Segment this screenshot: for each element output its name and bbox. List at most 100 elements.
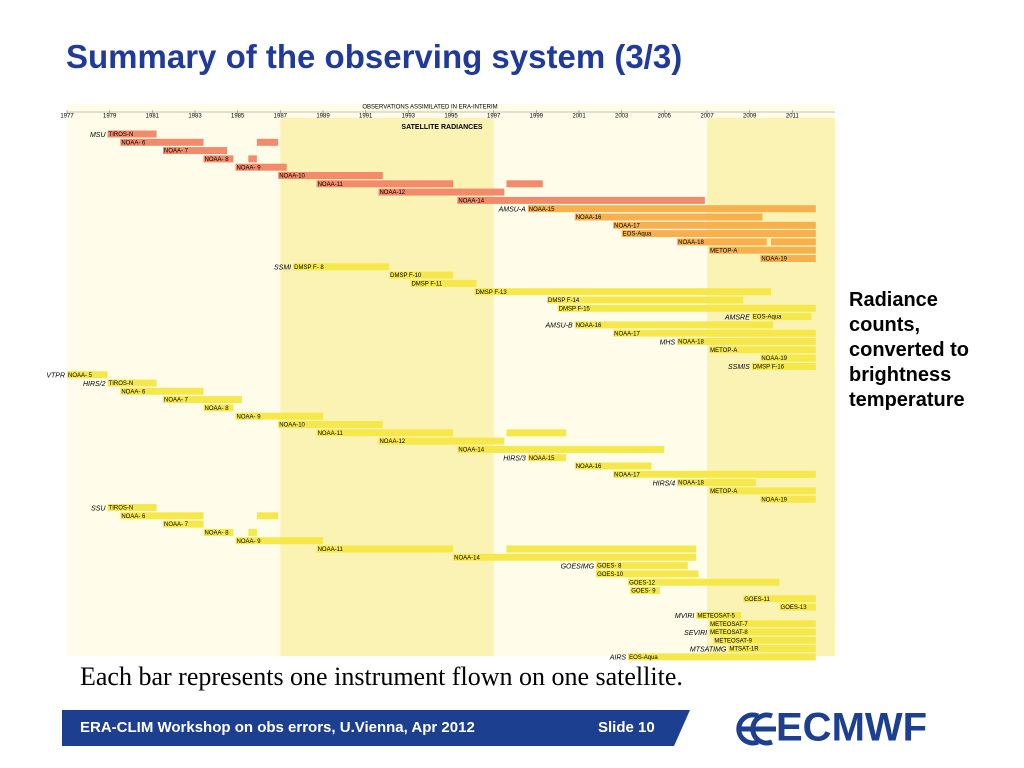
satellite-label: NOAA- 6 <box>121 140 146 146</box>
satellite-label: DMSP F-15 <box>559 306 591 312</box>
satellite-label: NOAA-18 <box>678 340 704 346</box>
x-tick-label: 1999 <box>530 114 544 120</box>
chart-subtitle: SATELLITE RADIANCES <box>401 124 482 131</box>
bar <box>547 296 744 304</box>
satellite-label: NOAA-19 <box>761 497 787 503</box>
x-tick-label: 1977 <box>60 114 74 120</box>
x-tick-label: 1979 <box>103 114 117 120</box>
bar <box>316 180 454 188</box>
instrument-label: MVIRI <box>675 613 695 620</box>
bar <box>709 620 816 628</box>
bar <box>120 138 204 146</box>
bar <box>107 379 157 387</box>
satellite-label: DMSP F-13 <box>475 290 507 296</box>
shaded-period <box>280 118 494 656</box>
bar <box>316 545 454 553</box>
bar <box>709 246 816 254</box>
bar <box>235 537 323 545</box>
x-tick-label: 1989 <box>316 114 330 120</box>
bar <box>709 346 816 354</box>
satellite-label: TIROS-N <box>109 381 134 387</box>
satellite-label: TIROS-N <box>109 132 134 138</box>
logo-mark <box>736 712 776 746</box>
x-tick-label: 1997 <box>487 114 501 120</box>
satellite-label: NOAA-11 <box>318 547 344 553</box>
satellite-label: DMSP F-10 <box>390 273 422 279</box>
bar <box>779 603 816 611</box>
x-tick-label: 1993 <box>402 114 416 120</box>
satellite-label: NOAA- 6 <box>121 514 146 520</box>
footer-band <box>62 710 690 746</box>
bar <box>574 462 652 470</box>
satellite-label: NOAA- 9 <box>237 414 262 420</box>
satellite-label: NOAA-12 <box>379 439 405 445</box>
bar <box>453 553 697 561</box>
satellite-label: NOAA-16 <box>576 323 602 329</box>
bar <box>506 545 697 553</box>
satellite-label: NOAA- 9 <box>237 165 262 171</box>
satellite-label: METEOSAT-5 <box>697 613 735 619</box>
bar <box>751 362 816 370</box>
bar <box>163 147 227 155</box>
satellite-label: NOAA- 7 <box>164 149 189 155</box>
satellite-label: DMSP F-11 <box>411 281 442 287</box>
bar <box>760 495 816 503</box>
bar <box>743 595 816 603</box>
bar <box>378 437 505 445</box>
bar <box>527 454 567 462</box>
instrument-label: AMSU-A <box>498 207 527 214</box>
satellite-label: NOAA-10 <box>279 174 305 180</box>
bar <box>771 238 816 246</box>
bar <box>107 130 157 138</box>
satellite-label: NOAA- 7 <box>164 398 189 404</box>
satellite-label: NOAA-15 <box>529 456 555 462</box>
footer: ERA-CLIM Workshop on obs errors, U.Vienn… <box>62 706 927 750</box>
bar <box>378 188 505 196</box>
satellite-label: EOS-Aqua <box>623 232 652 238</box>
x-tick-label: 1991 <box>359 114 373 120</box>
satellite-label: NOAA- 8 <box>205 157 230 163</box>
satellite-label: METEOSAT-8 <box>710 630 748 636</box>
bar <box>389 271 454 279</box>
satellite-label: NOAA-16 <box>576 215 602 221</box>
satellite-label: METOP-A <box>710 248 737 254</box>
satellite-label: NOAA-17 <box>614 331 640 337</box>
satellite-label: GOES- 8 <box>597 564 622 570</box>
satellite-label: NOAA- 9 <box>237 539 262 545</box>
satellite-label: DMSP F-14 <box>548 298 580 304</box>
bar <box>120 512 204 520</box>
x-tick-label: 2001 <box>572 114 586 120</box>
satellite-label: NOAA-16 <box>576 464 602 470</box>
instrument-label: MHS <box>660 339 676 346</box>
satellite-label: NOAA- 8 <box>205 530 230 536</box>
bar <box>163 520 204 528</box>
bar <box>677 338 816 345</box>
bar <box>203 155 234 163</box>
satellite-label: GOES-13 <box>781 605 808 611</box>
bar <box>574 321 774 329</box>
bar <box>527 205 816 213</box>
satellite-label: TIROS-N <box>109 506 134 512</box>
instrument-label: GOESIMG <box>561 563 595 570</box>
bar <box>107 504 157 511</box>
bar <box>248 155 257 163</box>
bar <box>278 172 383 179</box>
footer-text: ERA-CLIM Workshop on obs errors, U.Vienn… <box>80 719 475 736</box>
bar <box>630 587 661 594</box>
satellite-label: GOES- 9 <box>631 589 656 595</box>
satellite-label: NOAA-10 <box>279 423 305 429</box>
bar <box>248 528 257 536</box>
satellite-label: EOS-Aqua <box>629 655 658 661</box>
satellite-label: DMSP F-16 <box>753 364 785 370</box>
bar <box>506 429 567 437</box>
satellite-label: GOES-11 <box>744 597 770 603</box>
bar <box>760 354 816 362</box>
x-tick-label: 2005 <box>658 114 672 120</box>
bar <box>557 304 816 312</box>
satellite-label: NOAA-17 <box>614 472 640 478</box>
bar <box>293 263 390 271</box>
satellite-label: NOAA-18 <box>678 481 704 487</box>
satellite-label: MTSAT-1R <box>729 647 759 653</box>
bar <box>256 512 279 520</box>
